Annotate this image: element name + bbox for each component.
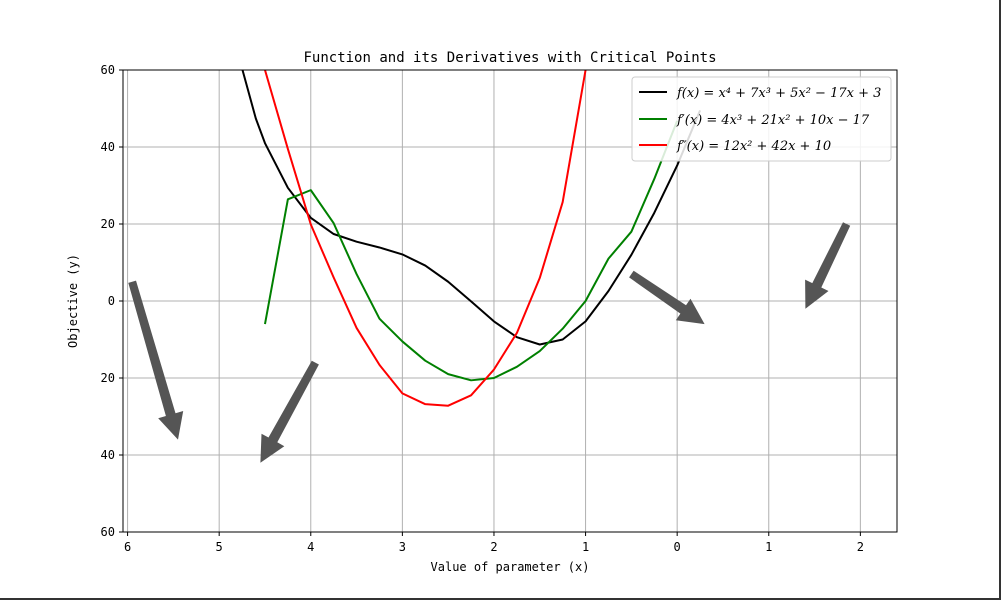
- annotation-arrows: [128, 222, 851, 463]
- legend: f(x) = x⁴ + 7x³ + 5x² − 17x + 3 f′(x) = …: [631, 76, 892, 162]
- annotation-arrow: [805, 222, 851, 309]
- x-tick-label: 1: [582, 540, 589, 554]
- y-axis-label: Objective (y): [66, 254, 80, 348]
- chart-title: Function and its Derivatives with Critic…: [303, 50, 716, 66]
- axis-ticks: 6 5 4 3 2 1 0 1 2 60 40 20 0 20 40 60: [101, 63, 864, 554]
- x-tick-label: 6: [124, 540, 131, 554]
- y-tick-label: 40: [101, 140, 115, 154]
- x-tick-label: 3: [399, 540, 406, 554]
- series-lines: [241, 70, 701, 407]
- annotation-arrow: [629, 270, 705, 325]
- x-tick-label: 0: [674, 540, 681, 554]
- y-tick-label: 40: [101, 448, 115, 462]
- x-tick-label: 2: [490, 540, 497, 554]
- x-tick-label: 1: [765, 540, 772, 554]
- y-tick-label: 60: [101, 525, 115, 539]
- y-tick-label: 20: [101, 217, 115, 231]
- x-tick-label: 4: [307, 540, 314, 554]
- x-tick-label: 2: [857, 540, 864, 554]
- y-tick-label: 60: [101, 63, 115, 77]
- f-double-prime-curve: [264, 70, 587, 407]
- y-tick-label: 0: [108, 294, 115, 308]
- f-curve: [241, 70, 701, 346]
- legend-label-f: f(x) = x⁴ + 7x³ + 5x² − 17x + 3: [676, 86, 881, 101]
- annotation-arrow: [128, 280, 184, 440]
- legend-box: [631, 76, 892, 162]
- x-axis-label: Value of parameter (x): [431, 560, 590, 574]
- legend-label-f-prime: f′(x) = 4x³ + 21x² + 10x − 17: [676, 113, 870, 128]
- annotation-arrow: [260, 360, 319, 463]
- x-tick-label: 5: [216, 540, 223, 554]
- legend-label-f-double-prime: f″(x) = 12x² + 42x + 10: [676, 139, 831, 154]
- f-prime-curve: [263, 120, 679, 382]
- y-tick-label: 20: [101, 371, 115, 385]
